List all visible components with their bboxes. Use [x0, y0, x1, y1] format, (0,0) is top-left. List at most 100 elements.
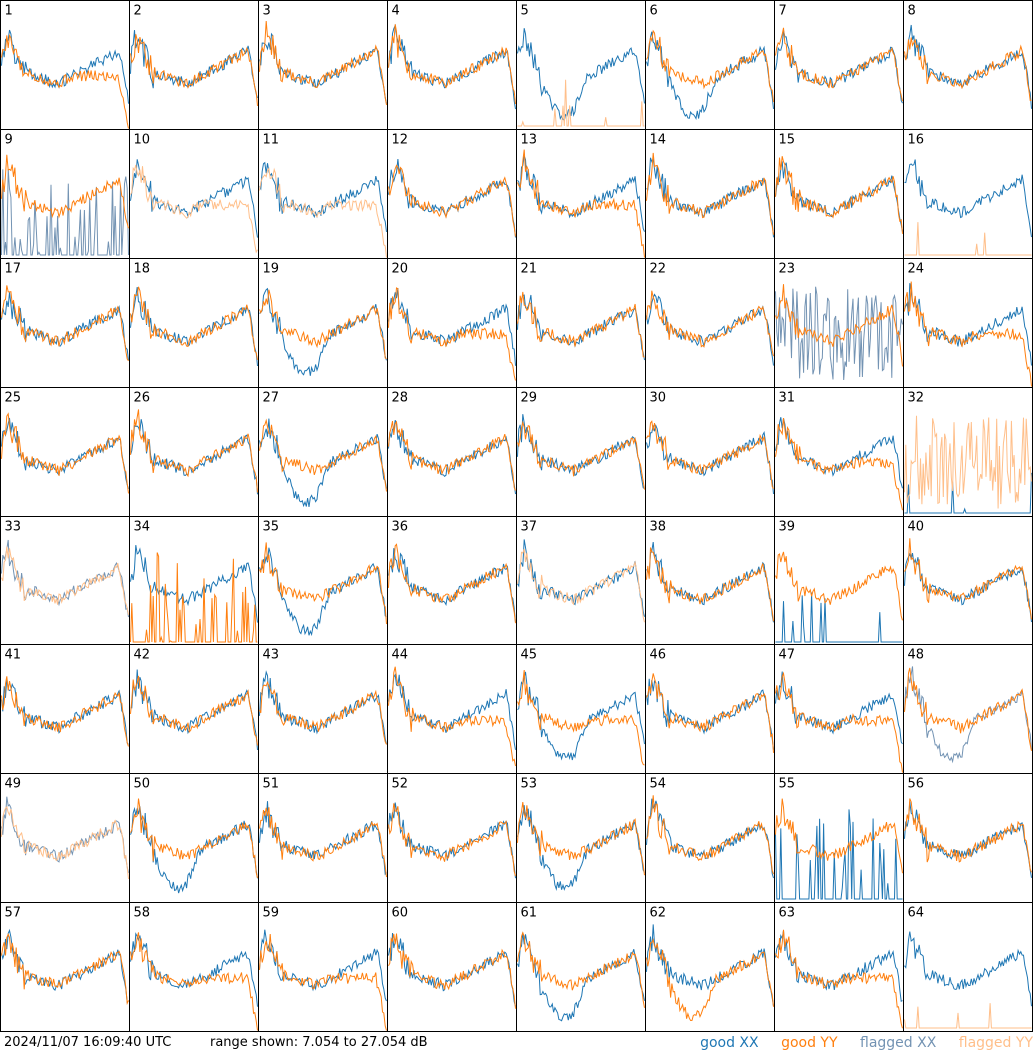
panel-frame [645, 387, 775, 517]
panel-frame [516, 258, 646, 388]
panel-frame [258, 129, 388, 259]
series-good-yy [388, 24, 516, 105]
panel-59: 59 [258, 902, 388, 1032]
series-good-xx [388, 802, 516, 879]
series-good-xx [904, 552, 1032, 623]
series-good-xx [517, 671, 645, 761]
panel-11: 11 [258, 129, 388, 259]
panel-frame [129, 902, 259, 1032]
panel-label: 10 [134, 133, 151, 148]
series-good-yy [775, 284, 903, 367]
series-good-xx [904, 931, 1032, 1007]
panel-label: 13 [521, 133, 538, 148]
panel-label: 58 [134, 906, 151, 921]
panel-label: 34 [134, 520, 151, 535]
series-good-yy [388, 666, 516, 767]
panel-frame [516, 902, 646, 1032]
series-good-yy [646, 547, 774, 622]
panel-label: 48 [908, 648, 925, 663]
series-good-yy [130, 932, 258, 1031]
panel-label: 16 [908, 133, 925, 148]
panel-label: 54 [650, 777, 667, 792]
series-good-xx [517, 414, 645, 489]
panel-3: 3 [258, 0, 388, 130]
panel-7: 7 [774, 0, 904, 130]
panel-label: 8 [908, 4, 916, 19]
panel-frame [774, 516, 904, 646]
panel-label: 18 [134, 262, 151, 277]
panel-54: 54 [645, 773, 775, 903]
panel-32: 32 [903, 387, 1033, 517]
panel-33: 33 [0, 516, 130, 646]
panel-38: 38 [645, 516, 775, 646]
series-good-yy [388, 287, 516, 381]
panel-label: 52 [392, 777, 409, 792]
series-flagged-yy [1, 546, 129, 615]
series-good-yy [1, 154, 129, 229]
panel-label: 51 [263, 777, 280, 792]
panel-43: 43 [258, 644, 388, 774]
panel-frame [903, 644, 1033, 774]
legend-flagged-yy: flagged YY [958, 1035, 1033, 1051]
panel-label: 56 [908, 777, 925, 792]
panel-label: 7 [779, 4, 787, 19]
series-good-yy [130, 286, 258, 360]
panel-12: 12 [387, 129, 517, 259]
panel-label: 15 [779, 133, 796, 148]
panel-frame [774, 129, 904, 259]
series-good-xx [517, 28, 645, 122]
series-good-yy [517, 931, 645, 1008]
panel-label: 2 [134, 4, 142, 19]
series-good-yy [775, 929, 903, 1029]
series-flagged-yy [517, 548, 645, 623]
panel-label: 44 [392, 648, 409, 663]
panel-frame [903, 129, 1033, 259]
panel-label: 30 [650, 391, 667, 406]
panel-29: 29 [516, 387, 646, 517]
panel-2: 2 [129, 0, 259, 130]
panel-44: 44 [387, 644, 517, 774]
panel-frame [258, 516, 388, 646]
panel-frame [129, 644, 259, 774]
series-good-xx [517, 539, 645, 617]
panel-frame [0, 773, 130, 903]
panel-frame [903, 902, 1033, 1032]
series-good-xx [259, 929, 387, 1002]
series-good-yy [259, 542, 387, 625]
panel-frame [774, 902, 904, 1032]
panel-13: 13 [516, 129, 646, 259]
series-good-yy [904, 667, 1032, 752]
panel-frame [903, 0, 1033, 130]
panel-15: 15 [774, 129, 904, 259]
panel-22: 22 [645, 258, 775, 388]
panel-label: 45 [521, 648, 538, 663]
panel-label: 59 [263, 906, 280, 921]
panel-62: 62 [645, 902, 775, 1032]
series-good-xx [646, 798, 774, 879]
panel-label: 47 [779, 648, 796, 663]
panel-frame [0, 644, 130, 774]
panel-53: 53 [516, 773, 646, 903]
panel-37: 37 [516, 516, 646, 646]
panel-9: 9 [0, 129, 130, 259]
series-good-yy [388, 420, 516, 491]
footer: 2024/11/07 16:09:40 UTC range shown: 7.0… [0, 1032, 1033, 1053]
legend: good XX good YY flagged XX flagged YY [682, 1035, 1033, 1051]
series-good-yy [1, 412, 129, 494]
panel-frame [129, 129, 259, 259]
panel-label: 19 [263, 262, 280, 277]
panel-frame [645, 516, 775, 646]
series-good-xx [259, 547, 387, 637]
series-good-yy [517, 149, 645, 258]
series-good-xx [259, 32, 387, 104]
panel-frame [387, 516, 517, 646]
series-good-yy [646, 29, 774, 103]
panel-frame [0, 516, 130, 646]
panel-label: 5 [521, 4, 529, 19]
series-good-xx [517, 805, 645, 891]
series-good-yy [904, 798, 1032, 873]
panel-16: 16 [903, 129, 1033, 259]
series-good-xx [388, 548, 516, 623]
panel-label: 53 [521, 777, 538, 792]
